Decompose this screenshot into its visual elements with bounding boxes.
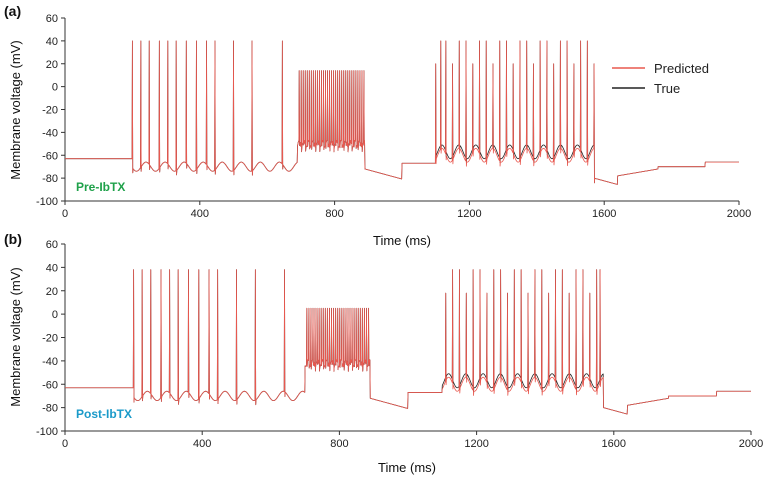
y-tick-label: -100 xyxy=(36,426,58,438)
panel-b-ylabel: Membrane voltage (mV) xyxy=(8,267,23,406)
x-tick-label: 800 xyxy=(330,438,348,450)
plot-area-1: -100 -80 -60 -40 -20 0 20 40 60 0 400 800 1200 1600 20… xyxy=(36,239,763,450)
x-tick-label: 2000 xyxy=(739,438,763,450)
panel-b-xlabel: Time (ms) xyxy=(378,460,436,475)
x-tick-label: 400 xyxy=(191,208,209,220)
panel-a-label: (a) xyxy=(4,3,21,19)
y-tick-label: 60 xyxy=(46,239,58,251)
y-tick-label: -60 xyxy=(42,150,58,162)
y-tick-label: 20 xyxy=(46,286,58,298)
legend-true-label: True xyxy=(654,81,680,96)
panel-b: (b) Membrane voltage (mV) Time (ms) Post… xyxy=(4,231,436,475)
y-tick-label: 60 xyxy=(46,13,58,25)
x-tick-label: 1200 xyxy=(457,208,481,220)
panel-a-condition-label: Pre-IbTX xyxy=(76,180,125,194)
panel-a-ylabel: Membrane voltage (mV) xyxy=(8,40,23,179)
y-tick-label: 0 xyxy=(52,309,58,321)
panel-b-label: (b) xyxy=(4,231,22,247)
legend: Predicted True xyxy=(612,61,709,96)
x-tick-label: 800 xyxy=(325,208,343,220)
y-tick-label: -40 xyxy=(42,356,58,368)
panel-a: (a) Membrane voltage (mV) Time (ms) Pre-… xyxy=(4,3,709,248)
series-predicted xyxy=(64,40,740,185)
x-tick-label: 400 xyxy=(193,438,211,450)
legend-predicted-label: Predicted xyxy=(654,61,709,76)
y-tick-label: -60 xyxy=(42,379,58,391)
y-tick-label: -100 xyxy=(36,196,58,208)
y-tick-label: -80 xyxy=(42,173,58,185)
x-tick-label: 1600 xyxy=(602,438,626,450)
y-tick-label: -20 xyxy=(42,333,58,345)
panel-a-xlabel: Time (ms) xyxy=(373,233,431,248)
series-predicted xyxy=(64,269,752,415)
x-tick-label: 0 xyxy=(62,208,68,220)
x-tick-label: 1200 xyxy=(464,438,488,450)
x-tick-label: 2000 xyxy=(727,208,751,220)
y-tick-label: -80 xyxy=(42,403,58,415)
y-tick-label: 40 xyxy=(46,262,58,274)
y-tick-label: 40 xyxy=(46,36,58,48)
y-tick-label: -20 xyxy=(42,105,58,117)
y-tick-label: 20 xyxy=(46,59,58,71)
y-tick-label: -40 xyxy=(42,127,58,139)
plot-area-0: -100 -80 -60 -40 -20 0 20 40 60 0 400 800 1200 1600 20… xyxy=(36,13,751,220)
y-tick-label: 0 xyxy=(52,82,58,94)
panel-b-condition-label: Post-IbTX xyxy=(76,407,132,421)
x-tick-label: 0 xyxy=(62,438,68,450)
x-tick-label: 1600 xyxy=(592,208,616,220)
